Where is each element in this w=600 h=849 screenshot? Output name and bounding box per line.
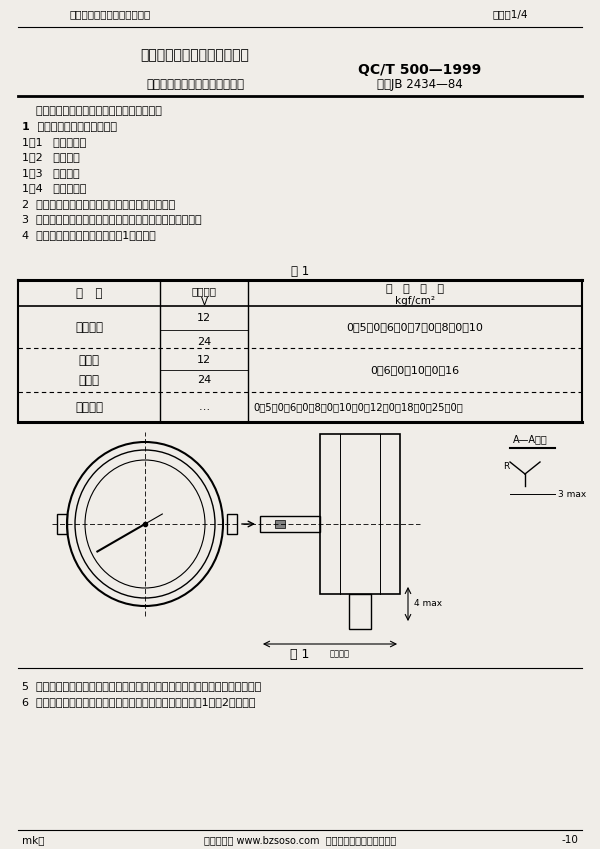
Text: 1．2   电磁式；: 1．2 电磁式； — [22, 153, 80, 162]
Text: 标准搜狗网 www.bzsoso.com  各类标准行业资料免费下载: 标准搜狗网 www.bzsoso.com 各类标准行业资料免费下载 — [204, 835, 396, 845]
Text: 本标准适用于汽车压力表指示器及传感器。: 本标准适用于汽车压力表指示器及传感器。 — [22, 106, 162, 116]
Text: 3 max: 3 max — [558, 490, 586, 498]
Text: 测   量   范   围: 测 量 范 围 — [386, 284, 444, 294]
Text: 1．3   动磁式；: 1．3 动磁式； — [22, 168, 80, 178]
Text: 页码：1/4: 页码：1/4 — [492, 9, 528, 19]
Text: 中华人民共和国汽车行业标准: 中华人民共和国汽车行业标准 — [140, 48, 250, 62]
Text: 6  双金属式、电磁式、动磁式压力表指示器的尺寸应符合图1及表2的规定。: 6 双金属式、电磁式、动磁式压力表指示器的尺寸应符合图1及表2的规定。 — [22, 697, 256, 707]
Text: 弹簧管式: 弹簧管式 — [75, 401, 103, 413]
Text: …: … — [199, 402, 209, 412]
Bar — [260, 516, 320, 532]
Text: 4  压力表指示器的参数应符合表1的规定。: 4 压力表指示器的参数应符合表1的规定。 — [22, 230, 156, 240]
Text: 0～5；0～6；0～7；0～8；0～10: 0～5；0～6；0～7；0～8；0～10 — [347, 322, 484, 332]
Text: 代替JB 2434—84: 代替JB 2434—84 — [377, 77, 463, 91]
Text: 图示尺寸: 图示尺寸 — [330, 649, 350, 659]
Text: 12: 12 — [197, 355, 211, 365]
Text: V: V — [200, 297, 208, 307]
Text: 1．1   双金属式；: 1．1 双金属式； — [22, 137, 86, 147]
Bar — [349, 594, 371, 629]
Text: 0～5；0～6；0～8；0～10；0～12；0～18；0～25；0～: 0～5；0～6；0～8；0～10；0～12；0～18；0～25；0～ — [253, 402, 463, 412]
Bar — [320, 434, 400, 594]
Text: 动磁式: 动磁式 — [79, 374, 100, 386]
Text: kgf/cm²: kgf/cm² — [395, 296, 435, 306]
Text: 型   式: 型 式 — [76, 286, 102, 300]
Text: 中华人民共和国汽车行业标准: 中华人民共和国汽车行业标准 — [70, 9, 151, 19]
Text: mk：: mk： — [22, 835, 44, 845]
Text: A—A放大: A—A放大 — [512, 434, 547, 444]
Text: 双金属式: 双金属式 — [75, 321, 103, 334]
Bar — [275, 520, 285, 528]
Text: 标称电压: 标称电压 — [191, 286, 217, 296]
Text: 12: 12 — [197, 313, 211, 323]
Text: 1．4   弹簧管式。: 1．4 弹簧管式。 — [22, 183, 86, 194]
Text: 2  双金属式压力表传感器的结构型式为双金属式。: 2 双金属式压力表传感器的结构型式为双金属式。 — [22, 199, 175, 209]
Text: -10: -10 — [561, 835, 578, 845]
Text: 24: 24 — [197, 337, 211, 347]
Text: 5  双金属式、电磁式、动磁式压力表传感器的参数应与压力表指示器参数一致。: 5 双金属式、电磁式、动磁式压力表传感器的参数应与压力表指示器参数一致。 — [22, 681, 261, 691]
Text: 3  电磁式、动磁式压力表传感器的结构型式为可变电阱式。: 3 电磁式、动磁式压力表传感器的结构型式为可变电阱式。 — [22, 215, 202, 224]
Text: R: R — [503, 462, 509, 470]
Text: 24: 24 — [197, 375, 211, 385]
Text: 4 max: 4 max — [414, 599, 442, 609]
Text: QC/T 500—1999: QC/T 500—1999 — [358, 63, 482, 77]
Text: 汽车用压力表型式、参数和尺寸: 汽车用压力表型式、参数和尺寸 — [146, 77, 244, 91]
Text: 图 1: 图 1 — [290, 649, 310, 661]
Text: 表 1: 表 1 — [291, 265, 309, 278]
Text: 1  压力表指示器的结构型式：: 1 压力表指示器的结构型式： — [22, 121, 117, 132]
Text: 电磁式: 电磁式 — [79, 353, 100, 367]
Text: 0～6；0～10；0～16: 0～6；0～10；0～16 — [370, 365, 460, 375]
